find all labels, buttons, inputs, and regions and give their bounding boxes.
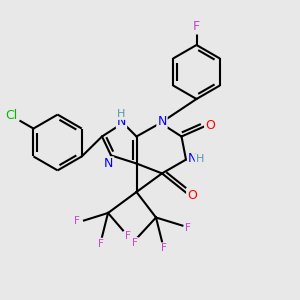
Text: N: N	[188, 152, 197, 165]
Text: F: F	[98, 238, 103, 249]
Text: H: H	[117, 109, 126, 119]
Text: O: O	[187, 189, 197, 202]
Text: F: F	[74, 215, 80, 226]
Text: N: N	[117, 115, 126, 128]
Text: O: O	[205, 118, 215, 132]
Text: F: F	[160, 243, 166, 254]
Text: F: F	[193, 20, 200, 34]
Text: F: F	[125, 231, 131, 241]
Text: N: N	[157, 115, 167, 128]
Text: Cl: Cl	[5, 109, 17, 122]
Text: F: F	[132, 238, 138, 248]
Text: F: F	[185, 223, 191, 233]
Text: H: H	[196, 154, 204, 164]
Text: N: N	[104, 157, 113, 170]
